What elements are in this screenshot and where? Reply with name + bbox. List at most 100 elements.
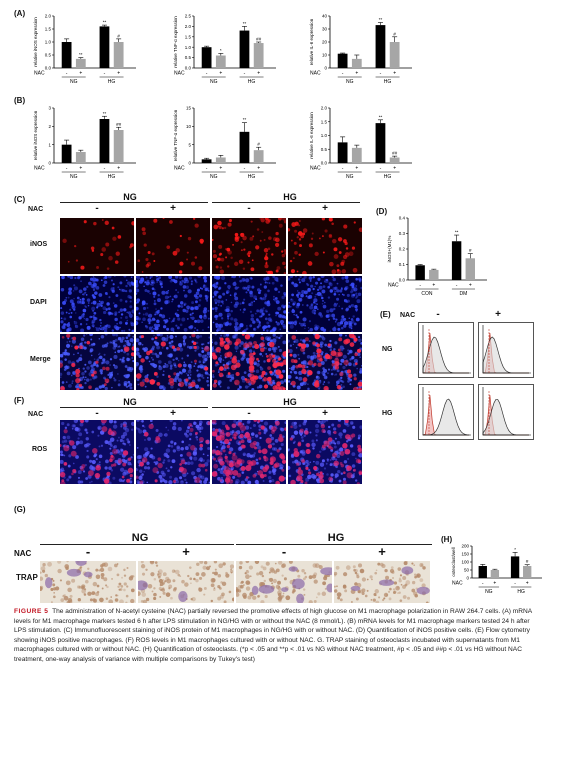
group-label: HG bbox=[248, 174, 256, 180]
y-tick-label: 0.1 bbox=[399, 262, 406, 267]
y-tick-label: 0.0 bbox=[399, 278, 406, 283]
g-header-hg: HG bbox=[327, 532, 345, 544]
y-tick-label: 2 bbox=[48, 124, 51, 129]
group-label: HG bbox=[248, 79, 256, 85]
c-row-dapi: DAPI bbox=[30, 299, 47, 306]
y-tick-label: 0.2 bbox=[399, 247, 406, 252]
condition-label: + bbox=[257, 166, 260, 172]
y-tick-label: 40 bbox=[322, 14, 328, 19]
y-tick-label: 1.5 bbox=[321, 119, 328, 124]
g-sign-3: - bbox=[281, 544, 287, 559]
significance-mark: ## bbox=[392, 151, 398, 156]
f-sign-4: + bbox=[322, 408, 328, 419]
condition-label: + bbox=[393, 71, 396, 77]
trap-osteoclast-overlay bbox=[138, 561, 234, 603]
y-tick-label: 1 bbox=[48, 142, 51, 147]
y-tick-label: 0.5 bbox=[45, 53, 52, 58]
c-row-merge: Merge bbox=[30, 356, 51, 363]
condition-label: + bbox=[219, 71, 222, 77]
group-label: NG bbox=[210, 174, 218, 180]
c-sign-3: - bbox=[247, 203, 251, 214]
bar bbox=[375, 25, 386, 69]
caption-figure-number: FIGURE 5 bbox=[14, 608, 49, 615]
y-tick-label: 0.0 bbox=[321, 161, 328, 166]
group-label: NG bbox=[70, 174, 78, 180]
group-label: HG bbox=[108, 174, 116, 180]
nac-row-label: NAC bbox=[34, 166, 45, 172]
condition-label: + bbox=[79, 166, 82, 172]
condition-label: + bbox=[393, 166, 396, 172]
merge-red-overlay bbox=[60, 334, 134, 390]
bar bbox=[113, 130, 124, 163]
y-tick-label: 2.5 bbox=[185, 14, 192, 19]
c-sign-4: + bbox=[322, 203, 328, 214]
y-tick-label: 100 bbox=[461, 560, 469, 565]
e-sign-2: + bbox=[495, 309, 501, 320]
condition-label: - bbox=[104, 71, 106, 77]
bar bbox=[478, 566, 487, 578]
significance-mark: ** bbox=[379, 114, 383, 119]
condition-label: - bbox=[380, 71, 382, 77]
figure-caption: FIGURE 5 The administration of N-acetyl … bbox=[14, 607, 542, 665]
y-axis-title: relative iNOS expression bbox=[33, 17, 38, 67]
trap-osteoclast-overlay bbox=[40, 561, 136, 603]
y-tick-label: 0.0 bbox=[185, 66, 192, 71]
bar-chart-svg: 0 50 100 150 200 osteoclast/well - + * - # + NAC NG HG bbox=[451, 544, 542, 595]
bar bbox=[490, 570, 500, 578]
bar bbox=[239, 30, 250, 69]
ros-red-overlay bbox=[212, 420, 286, 484]
group-label: HG bbox=[517, 589, 525, 595]
bar bbox=[99, 119, 110, 163]
condition-label: + bbox=[117, 71, 120, 77]
group-label: HG bbox=[384, 174, 392, 180]
y-tick-label: 2.0 bbox=[185, 24, 192, 29]
y-tick-label: 30 bbox=[322, 27, 328, 32]
condition-label: - bbox=[456, 283, 458, 289]
bar bbox=[465, 258, 475, 280]
significance-mark: # bbox=[469, 248, 472, 253]
y-tick-label: 10 bbox=[322, 53, 328, 58]
inos-image bbox=[212, 218, 286, 274]
g-row-trap: TRAP bbox=[16, 573, 38, 582]
bar bbox=[429, 269, 439, 280]
bar bbox=[75, 58, 86, 68]
y-tick-label: 10 bbox=[186, 124, 192, 129]
condition-label: - bbox=[66, 71, 68, 77]
bar bbox=[113, 42, 124, 68]
bar bbox=[337, 53, 348, 68]
group-label: NG bbox=[210, 79, 218, 85]
panel-label-h: (H) bbox=[441, 535, 453, 544]
group-label: NG bbox=[70, 79, 78, 85]
condition-label: + bbox=[257, 71, 260, 77]
bar-chart-svg: 0 10 20 30 40 relative IL-6 expression - + ** - # +… bbox=[309, 14, 412, 85]
significance-mark: # bbox=[526, 559, 529, 564]
y-axis-title: relative IL-6 expression bbox=[309, 112, 314, 159]
condition-label: - bbox=[380, 166, 382, 172]
y-tick-label: 20 bbox=[322, 40, 328, 45]
f-row-ros: ROS bbox=[32, 446, 48, 453]
panel-label-d: (D) bbox=[376, 207, 388, 216]
bar bbox=[337, 142, 348, 163]
y-tick-label: 1.0 bbox=[321, 133, 328, 138]
y-tick-label: 0 bbox=[188, 161, 191, 166]
y-tick-label: 15 bbox=[186, 106, 192, 111]
bar bbox=[215, 55, 226, 68]
bar-chart-svg: 0 1 2 3 relative iNOS expression - + ** - ## + NAC N… bbox=[33, 106, 136, 180]
condition-label: - bbox=[514, 581, 516, 587]
e-nac-label: NAC bbox=[400, 312, 416, 319]
trap-image bbox=[138, 561, 234, 603]
c-header-hg: HG bbox=[283, 192, 297, 202]
bar bbox=[253, 150, 264, 163]
inos-image bbox=[288, 218, 362, 274]
group-label: NG bbox=[346, 79, 354, 85]
merge-red-overlay bbox=[212, 334, 286, 390]
merge-red-overlay bbox=[136, 334, 210, 390]
trap-osteoclast-overlay bbox=[236, 561, 332, 603]
condition-label: - bbox=[342, 71, 344, 77]
condition-label: - bbox=[342, 166, 344, 172]
significance-mark: ** bbox=[455, 230, 459, 235]
significance-mark: ** bbox=[243, 21, 247, 26]
c-sign-2: + bbox=[170, 203, 176, 214]
y-axis-title: relative TNF-α expression bbox=[173, 109, 178, 161]
group-label: DM bbox=[460, 291, 468, 297]
